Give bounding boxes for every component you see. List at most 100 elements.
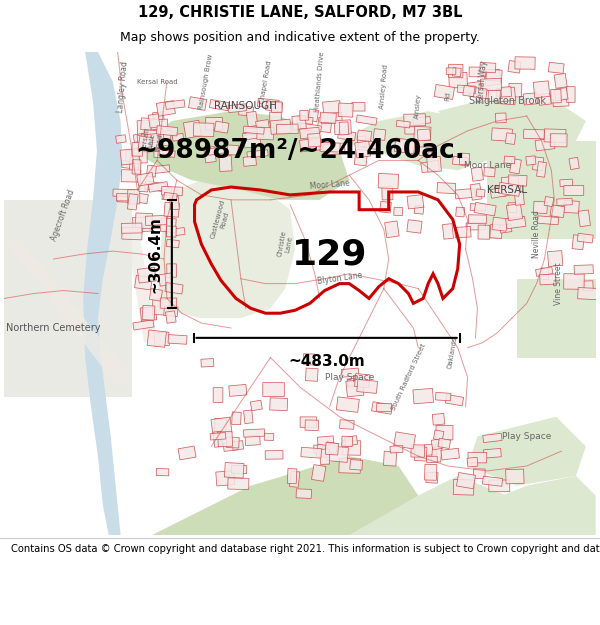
Bar — [445, 394, 464, 406]
Bar — [132, 159, 141, 174]
Bar — [413, 116, 431, 124]
Bar — [160, 298, 177, 308]
Bar — [135, 193, 148, 204]
Bar — [539, 274, 556, 285]
Bar — [164, 192, 177, 201]
Bar — [484, 168, 495, 177]
Polygon shape — [83, 52, 122, 535]
Bar — [563, 201, 580, 213]
Text: Map shows position and indicative extent of the property.: Map shows position and indicative extent… — [120, 31, 480, 44]
Bar — [244, 134, 261, 148]
Text: South Radford Street: South Radford Street — [390, 343, 427, 412]
Bar — [326, 446, 349, 462]
Bar — [536, 267, 553, 276]
Text: Castlewood
Road: Castlewood Road — [209, 199, 233, 241]
Bar — [486, 69, 502, 81]
Bar — [243, 156, 256, 166]
Bar — [436, 426, 453, 440]
Bar — [405, 127, 415, 134]
Bar — [213, 388, 223, 402]
Bar — [488, 90, 500, 102]
Bar — [506, 204, 523, 221]
Bar — [469, 215, 487, 224]
Bar — [434, 84, 455, 99]
Bar — [244, 410, 253, 424]
Bar — [431, 439, 443, 450]
Bar — [339, 122, 349, 135]
Bar — [533, 81, 550, 98]
Bar — [245, 435, 260, 446]
Bar — [122, 228, 142, 240]
Bar — [270, 112, 281, 123]
Text: Chapel Road: Chapel Road — [259, 59, 272, 104]
Bar — [193, 122, 214, 136]
Bar — [311, 464, 326, 481]
Bar — [378, 174, 398, 189]
Bar — [137, 173, 154, 186]
Bar — [480, 62, 496, 72]
Bar — [533, 201, 547, 214]
Bar — [427, 456, 437, 462]
Bar — [300, 111, 308, 121]
Bar — [526, 156, 536, 165]
Bar — [533, 157, 544, 171]
Text: Moor Lane: Moor Lane — [309, 179, 350, 191]
Bar — [130, 157, 139, 171]
Bar — [146, 165, 157, 177]
Bar — [166, 226, 176, 237]
Bar — [145, 181, 166, 192]
Bar — [470, 184, 482, 200]
Bar — [394, 138, 415, 154]
Bar — [127, 194, 138, 210]
Bar — [538, 93, 551, 105]
Polygon shape — [128, 239, 157, 342]
Text: Neville Road: Neville Road — [532, 211, 541, 258]
Bar — [514, 191, 524, 206]
Bar — [508, 202, 517, 212]
Text: RAINSOUGH: RAINSOUGH — [214, 101, 277, 111]
Bar — [162, 187, 172, 200]
Bar — [572, 235, 584, 250]
Bar — [523, 93, 538, 105]
Bar — [270, 119, 291, 134]
Bar — [232, 441, 244, 450]
Bar — [270, 398, 287, 411]
Bar — [357, 136, 367, 148]
Bar — [414, 447, 427, 461]
Bar — [583, 281, 593, 291]
Text: Christie
Lane: Christie Lane — [277, 230, 294, 259]
Bar — [148, 114, 160, 128]
Bar — [560, 179, 572, 187]
Bar — [452, 68, 461, 77]
Bar — [266, 101, 283, 112]
Bar — [166, 228, 185, 237]
Bar — [463, 86, 475, 97]
Bar — [476, 189, 485, 197]
Bar — [139, 183, 148, 192]
Bar — [226, 437, 239, 448]
Bar — [342, 441, 361, 455]
Bar — [246, 111, 258, 127]
Bar — [484, 448, 502, 458]
Text: Oaklands: Oaklands — [447, 336, 458, 369]
Bar — [317, 436, 334, 447]
Bar — [508, 175, 527, 186]
Bar — [299, 138, 322, 152]
Bar — [116, 194, 131, 201]
Bar — [325, 442, 338, 454]
Bar — [563, 274, 584, 289]
Text: ~306.4m: ~306.4m — [147, 216, 162, 292]
Bar — [148, 182, 168, 192]
Bar — [232, 465, 247, 474]
Bar — [144, 129, 158, 140]
Bar — [394, 432, 415, 449]
Bar — [424, 444, 436, 456]
Bar — [320, 449, 329, 464]
Bar — [166, 239, 179, 248]
Bar — [325, 442, 338, 455]
Bar — [455, 188, 475, 199]
Bar — [383, 451, 397, 466]
Bar — [152, 299, 169, 315]
Bar — [536, 162, 547, 177]
Bar — [504, 156, 515, 164]
